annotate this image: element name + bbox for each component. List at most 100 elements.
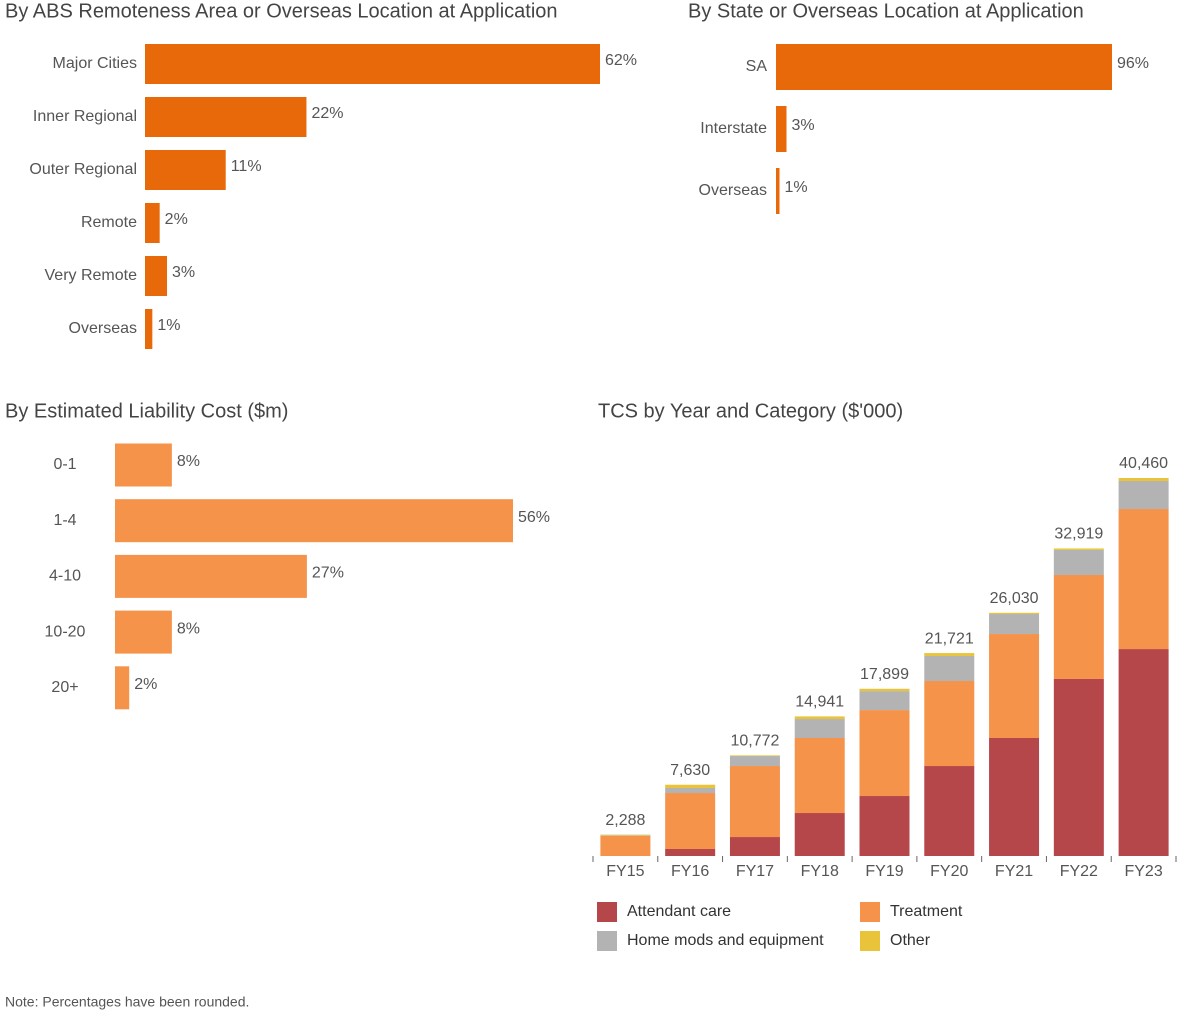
value-label: 3% — [172, 264, 195, 281]
category-label: 4-10 — [49, 568, 81, 585]
category-label: Very Remote — [45, 267, 138, 284]
bar-segment — [665, 784, 716, 788]
category-label: Interstate — [700, 120, 767, 137]
value-label: 56% — [518, 509, 550, 526]
total-label: 7,630 — [670, 762, 710, 779]
bar — [776, 168, 780, 214]
total-label: 26,030 — [990, 590, 1039, 607]
bar — [145, 97, 307, 137]
category-label: Major Cities — [53, 55, 137, 72]
chart-title: By State or Overseas Location at Applica… — [688, 0, 1084, 22]
x-tick-label: FY21 — [995, 863, 1033, 880]
bar — [145, 44, 600, 84]
bar — [776, 44, 1112, 90]
bar-segment — [989, 634, 1040, 739]
legend-swatch — [860, 931, 880, 951]
total-label: 17,899 — [860, 666, 909, 683]
note: Note: Percentages have been rounded. — [5, 994, 249, 1010]
chart-title: By Estimated Liability Cost ($m) — [5, 400, 288, 422]
bar-segment — [989, 738, 1040, 856]
bar — [115, 666, 130, 710]
bar-segment — [859, 691, 910, 711]
x-tick-label: FY18 — [801, 863, 839, 880]
value-label: 2% — [165, 211, 188, 228]
bar-segment — [794, 719, 845, 739]
bar-segment — [989, 614, 1040, 635]
bar — [145, 309, 153, 349]
category-label: SA — [746, 58, 768, 75]
bar — [145, 256, 168, 296]
bar-segment — [859, 710, 910, 797]
category-label: 20+ — [51, 679, 78, 696]
legend-label: Treatment — [890, 903, 963, 920]
bar — [115, 499, 513, 543]
bar-segment — [1053, 574, 1104, 679]
category-label: Overseas — [69, 320, 137, 337]
bar-segment — [924, 655, 975, 682]
category-label: Overseas — [699, 182, 767, 199]
value-label: 8% — [177, 620, 200, 637]
bar-segment — [794, 738, 845, 814]
bar-segment — [794, 716, 845, 720]
legend-label: Home mods and equipment — [627, 932, 824, 949]
bar-segment — [989, 612, 1040, 615]
bar-segment — [1053, 548, 1104, 550]
x-tick-label: FY19 — [865, 863, 903, 880]
legend-swatch — [597, 902, 617, 922]
bar-segment — [924, 766, 975, 856]
bar-segment — [729, 756, 780, 767]
bar-segment — [1118, 649, 1169, 856]
legend-label: Attendant care — [627, 903, 731, 920]
bar-segment — [924, 681, 975, 767]
category-label: 1-4 — [53, 512, 76, 529]
total-label: 21,721 — [925, 630, 974, 647]
x-tick-label: FY22 — [1060, 863, 1098, 880]
value-label: 1% — [157, 317, 180, 334]
value-label: 11% — [231, 158, 262, 175]
value-label: 3% — [792, 117, 815, 134]
value-label: 8% — [177, 453, 200, 470]
bar-segment — [859, 796, 910, 856]
bar-segment — [665, 793, 716, 849]
total-label: 40,460 — [1119, 455, 1168, 472]
bar-segment — [1118, 478, 1169, 481]
chart-title: By ABS Remoteness Area or Overseas Locat… — [5, 0, 558, 22]
bar-segment — [600, 835, 651, 836]
bar — [776, 106, 787, 152]
value-label: 22% — [311, 105, 343, 122]
bar-segment — [729, 766, 780, 838]
total-label: 2,288 — [605, 812, 645, 829]
value-label: 62% — [605, 52, 637, 69]
chart-title: TCS by Year and Category ($'000) — [598, 400, 903, 422]
category-label: 0-1 — [53, 456, 76, 473]
bar-segment — [924, 653, 975, 656]
category-label: Inner Regional — [33, 108, 137, 125]
bar-segment — [794, 813, 845, 856]
bar-segment — [600, 834, 651, 836]
bar — [145, 203, 160, 243]
x-tick-label: FY20 — [930, 863, 968, 880]
total-label: 14,941 — [795, 694, 844, 711]
bar-segment — [1053, 549, 1104, 575]
value-label: 2% — [134, 676, 157, 693]
value-label: 1% — [785, 179, 808, 196]
x-tick-label: FY23 — [1124, 863, 1162, 880]
category-label: Remote — [81, 214, 137, 231]
bar-segment — [1053, 678, 1104, 856]
legend-swatch — [860, 902, 880, 922]
category-label: Outer Regional — [29, 161, 137, 178]
value-label: 27% — [312, 565, 344, 582]
total-label: 10,772 — [730, 733, 779, 750]
bar-segment — [665, 848, 716, 856]
category-label: 10-20 — [45, 623, 86, 640]
bar-segment — [665, 787, 716, 794]
bar — [115, 610, 172, 654]
bar-segment — [729, 755, 780, 757]
bar-segment — [729, 837, 780, 856]
value-label: 96% — [1117, 55, 1149, 72]
bar — [115, 554, 307, 598]
bar — [145, 150, 226, 190]
x-tick-label: FY17 — [736, 863, 774, 880]
x-tick-label: FY16 — [671, 863, 709, 880]
